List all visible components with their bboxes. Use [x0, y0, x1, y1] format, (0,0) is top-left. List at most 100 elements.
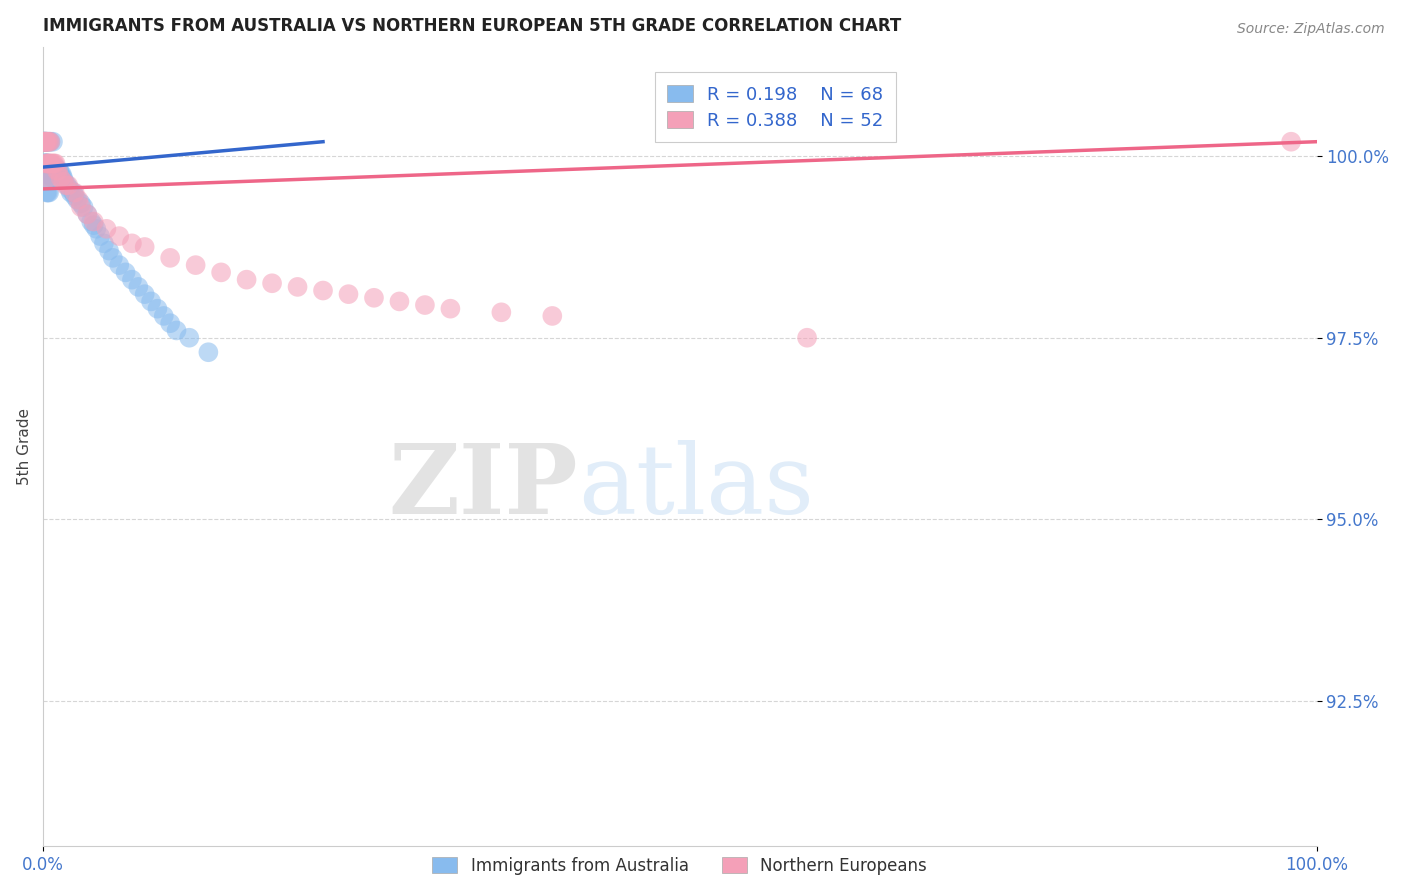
Point: [32, 135, 55, 149]
Point: [42, 156, 65, 170]
Point: [35, 135, 58, 149]
Point: [184, 258, 207, 272]
Point: [541, 309, 564, 323]
Point: [35, 186, 58, 200]
Point: [121, 236, 143, 251]
Point: [114, 265, 136, 279]
Text: ZIP: ZIP: [388, 440, 578, 533]
Point: [35, 135, 58, 149]
Point: [796, 331, 818, 345]
Point: [197, 345, 219, 359]
Point: [262, 277, 284, 291]
Point: [93, 236, 115, 251]
Point: [34, 135, 56, 149]
Point: [388, 294, 411, 309]
Point: [35, 156, 58, 170]
Point: [76, 207, 98, 221]
Point: [80, 214, 103, 228]
Point: [179, 331, 201, 345]
Point: [44, 167, 66, 181]
Point: [139, 294, 162, 309]
Point: [34, 135, 56, 149]
Point: [35, 156, 58, 170]
Point: [83, 214, 105, 228]
Point: [55, 178, 77, 193]
Point: [59, 186, 82, 200]
Point: [439, 301, 461, 316]
Point: [58, 182, 80, 196]
Point: [34, 135, 56, 149]
Point: [62, 186, 84, 200]
Point: [58, 178, 80, 193]
Point: [32, 135, 55, 149]
Text: Source: ZipAtlas.com: Source: ZipAtlas.com: [1237, 22, 1385, 37]
Point: [76, 207, 98, 221]
Point: [127, 280, 149, 294]
Point: [1279, 135, 1302, 149]
Point: [363, 291, 385, 305]
Point: [98, 244, 121, 258]
Point: [491, 305, 513, 319]
Point: [67, 193, 90, 207]
Point: [35, 167, 58, 181]
Point: [53, 175, 76, 189]
Point: [39, 135, 62, 149]
Point: [134, 240, 156, 254]
Point: [337, 287, 360, 301]
Point: [235, 272, 257, 286]
Point: [34, 135, 56, 149]
Point: [37, 135, 59, 149]
Point: [39, 156, 62, 170]
Point: [34, 167, 56, 181]
Point: [63, 186, 86, 200]
Point: [152, 309, 174, 323]
Point: [32, 135, 55, 149]
Text: IMMIGRANTS FROM AUSTRALIA VS NORTHERN EUROPEAN 5TH GRADE CORRELATION CHART: IMMIGRANTS FROM AUSTRALIA VS NORTHERN EU…: [42, 17, 901, 35]
Y-axis label: 5th Grade: 5th Grade: [17, 409, 32, 485]
Point: [134, 287, 156, 301]
Point: [35, 167, 58, 181]
Point: [49, 167, 72, 181]
Point: [34, 135, 56, 149]
Point: [37, 167, 59, 181]
Point: [38, 135, 60, 149]
Point: [37, 156, 59, 170]
Point: [44, 160, 66, 174]
Point: [159, 316, 181, 330]
Point: [44, 156, 66, 170]
Point: [32, 156, 55, 170]
Point: [37, 171, 59, 186]
Point: [287, 280, 309, 294]
Point: [38, 156, 60, 170]
Point: [209, 265, 232, 279]
Point: [48, 163, 70, 178]
Point: [37, 186, 59, 200]
Point: [46, 163, 69, 178]
Point: [166, 323, 188, 337]
Point: [89, 229, 111, 244]
Text: atlas: atlas: [578, 440, 814, 533]
Point: [312, 284, 335, 298]
Point: [108, 229, 131, 244]
Point: [146, 301, 169, 316]
Point: [37, 156, 59, 170]
Point: [84, 222, 107, 236]
Point: [35, 135, 58, 149]
Point: [38, 186, 60, 200]
Point: [38, 156, 60, 170]
Point: [35, 156, 58, 170]
Point: [72, 200, 94, 214]
Point: [63, 189, 86, 203]
Point: [96, 222, 118, 236]
Point: [56, 178, 79, 193]
Point: [32, 135, 55, 149]
Point: [42, 135, 65, 149]
Point: [34, 135, 56, 149]
Point: [70, 200, 93, 214]
Point: [34, 156, 56, 170]
Point: [34, 156, 56, 170]
Point: [39, 167, 62, 181]
Point: [108, 258, 131, 272]
Point: [413, 298, 436, 312]
Point: [49, 171, 72, 186]
